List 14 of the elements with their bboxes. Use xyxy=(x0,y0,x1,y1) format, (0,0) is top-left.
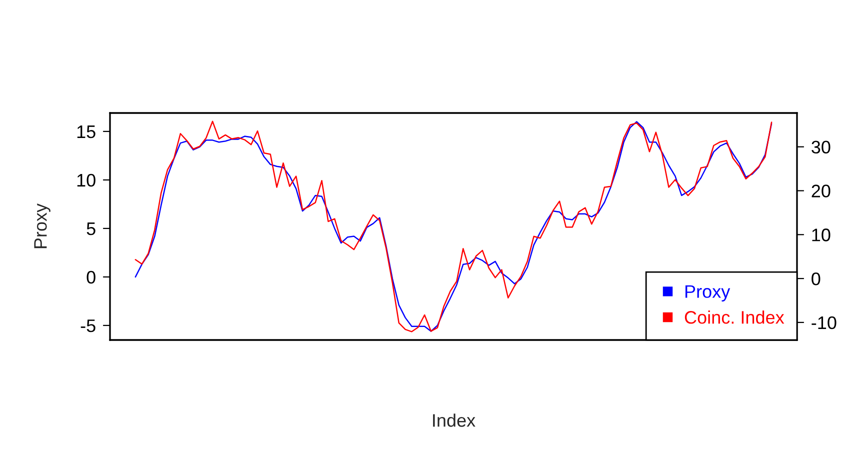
y-tick-label: 0 xyxy=(86,270,96,284)
y2-tick-label: 0 xyxy=(812,272,820,286)
legend-label: Proxy xyxy=(685,285,730,302)
y2-tick-label: 30 xyxy=(812,140,830,154)
y2-tick-label: 20 xyxy=(812,184,830,198)
legend-label: Coinc. Index xyxy=(684,310,784,324)
y2-tick-label: 10 xyxy=(812,228,830,242)
y2-tick-label: -10 xyxy=(812,316,836,330)
y-tick-label: -5 xyxy=(80,320,96,332)
y-axis-title: Proxy xyxy=(34,203,50,248)
x-axis-title: Index xyxy=(433,414,476,427)
y-tick-label: 5 xyxy=(86,222,96,236)
y-tick-label: 10 xyxy=(77,174,96,187)
y-tick-label: 15 xyxy=(77,126,96,138)
